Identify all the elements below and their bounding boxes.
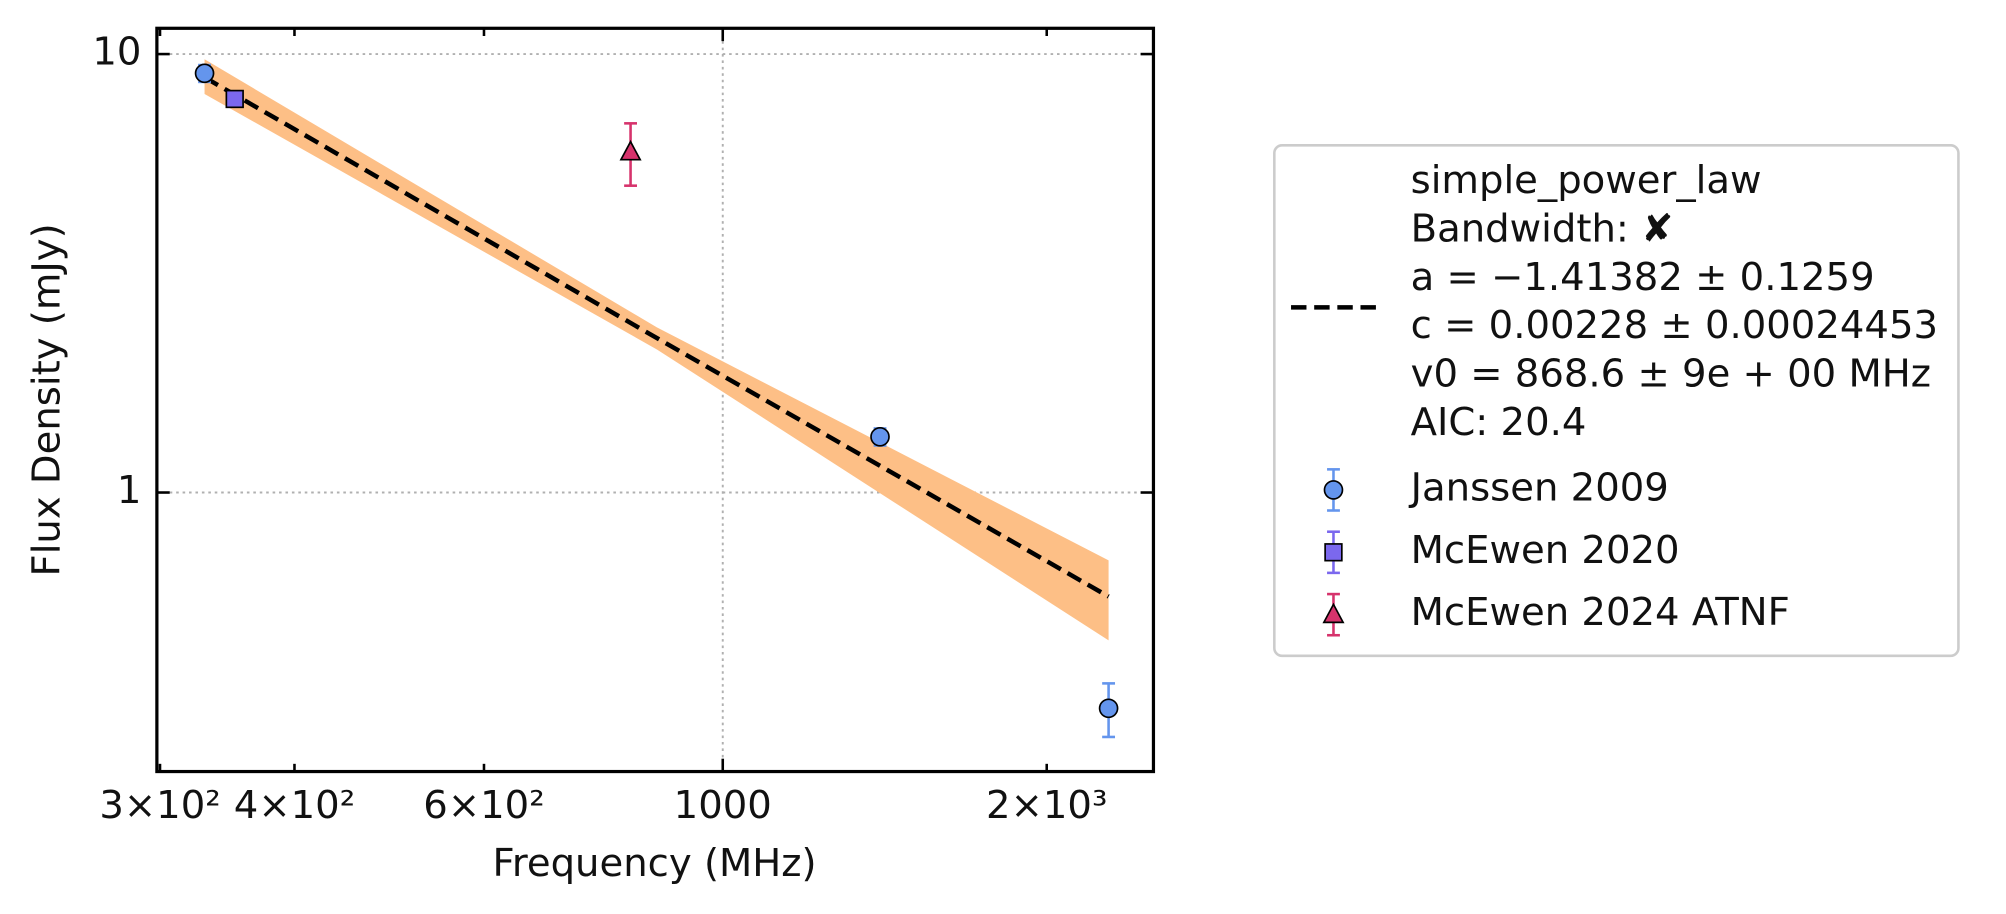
- legend-text: Bandwidth: ✘: [1411, 206, 1674, 251]
- data-point: [870, 426, 890, 447]
- y-axis-label: Flux Density (mJy): [24, 223, 69, 576]
- data-point: [619, 139, 642, 161]
- x-tick-label: 4×10²: [234, 783, 355, 828]
- fit-line: [203, 75, 1110, 599]
- legend-marker: [1322, 602, 1345, 624]
- data-point: [1098, 698, 1119, 719]
- legend-marker: [1323, 480, 1344, 500]
- x-tick-label: 2×10³: [986, 783, 1107, 828]
- y-tick-label: 1: [117, 468, 142, 513]
- legend-text: McEwen 2020: [1411, 528, 1680, 573]
- legend-text: c = 0.00228 ± 0.00024453: [1411, 303, 1938, 348]
- fit-band: [204, 59, 1109, 641]
- data-point: [225, 89, 244, 109]
- legend-text: simple_power_law: [1411, 158, 1762, 203]
- x-tick-label: 6×10²: [423, 783, 544, 828]
- legend-text: v0 = 868.6 ± 9e + 00 MHz: [1411, 351, 1931, 396]
- legend-box: [1273, 144, 1960, 658]
- data-point: [194, 63, 215, 84]
- legend-text: AIC: 20.4: [1411, 400, 1587, 445]
- chart-body: Frequency (MHz) Flux Density (mJy) 3×10²…: [24, 26, 1960, 886]
- x-tick-label: 3×10²: [99, 783, 220, 828]
- legend-text: Janssen 2009: [1409, 465, 1669, 510]
- plot-frame: [155, 26, 1156, 774]
- legend-text: McEwen 2024 ATNF: [1411, 590, 1790, 635]
- x-axis-label: Frequency (MHz): [492, 841, 816, 886]
- legend-text: a = −1.41382 ± 0.1259: [1411, 255, 1875, 300]
- legend-marker: [1324, 543, 1343, 562]
- x-tick-label: 1000: [674, 783, 772, 828]
- y-tick-label: 10: [92, 30, 141, 75]
